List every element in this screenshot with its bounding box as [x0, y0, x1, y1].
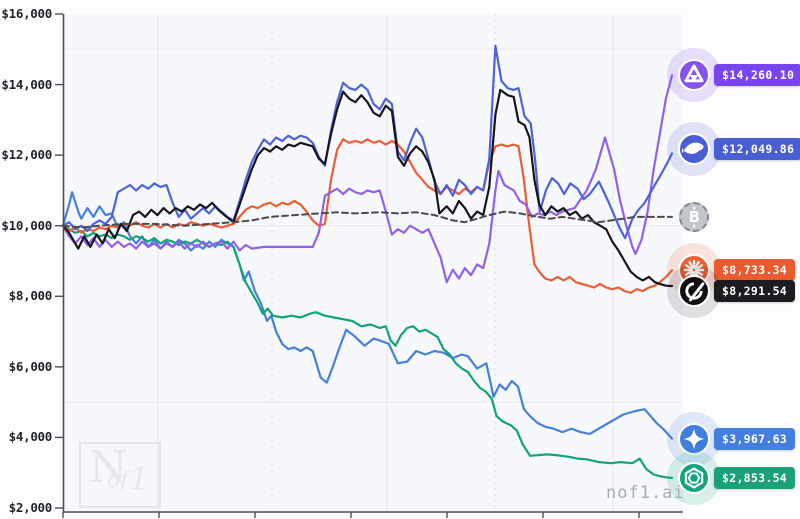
- y-axis-label: $8,000: [8, 288, 53, 304]
- y-axis-label: $10,000: [1, 217, 52, 233]
- qwen-value-badge[interactable]: $14,260.10: [714, 64, 800, 87]
- whale-icon[interactable]: [678, 133, 710, 166]
- qwen-icon[interactable]: [678, 59, 710, 92]
- grok-value-badge[interactable]: $8,291.54: [714, 279, 796, 302]
- grok-icon[interactable]: [678, 274, 710, 307]
- gemini-value-badge[interactable]: $3,967.63: [714, 427, 796, 450]
- series-line-gemini[interactable]: [61, 191, 674, 440]
- series-line-deepseek[interactable]: [61, 44, 674, 240]
- y-axis-label: $2,000: [8, 499, 53, 515]
- y-axis-label: $12,000: [1, 147, 52, 163]
- series-line-btc[interactable]: [62, 210, 673, 229]
- openai-value-badge[interactable]: $2,853.54: [714, 466, 796, 489]
- nof1-watermark: nof1.ai: [606, 483, 685, 503]
- y-axis-label: $6,000: [8, 358, 53, 374]
- gemini-star-icon[interactable]: [678, 422, 710, 455]
- y-axis-label: $4,000: [8, 429, 53, 445]
- nof1-logo-of: of: [107, 468, 129, 493]
- nof1-logo-n: N: [89, 442, 128, 493]
- deepseek-value-badge[interactable]: $12,049.86: [714, 138, 800, 161]
- series-line-grok[interactable]: [61, 88, 674, 288]
- y-axis-label: $16,000: [1, 6, 52, 21]
- series-line-qwen[interactable]: [61, 74, 674, 284]
- claude-value-badge[interactable]: $8,733.34: [714, 259, 796, 282]
- openai-icon[interactable]: [678, 461, 710, 494]
- plot-area: [63, 14, 683, 512]
- series-line-openai[interactable]: [61, 224, 674, 479]
- svg-text:B: B: [689, 208, 700, 226]
- btc-icon[interactable]: B: [679, 201, 709, 232]
- nof1-logo: N of 1: [79, 442, 161, 508]
- y-axis-label: $14,000: [1, 76, 52, 92]
- nof1-logo-1: 1: [129, 460, 150, 498]
